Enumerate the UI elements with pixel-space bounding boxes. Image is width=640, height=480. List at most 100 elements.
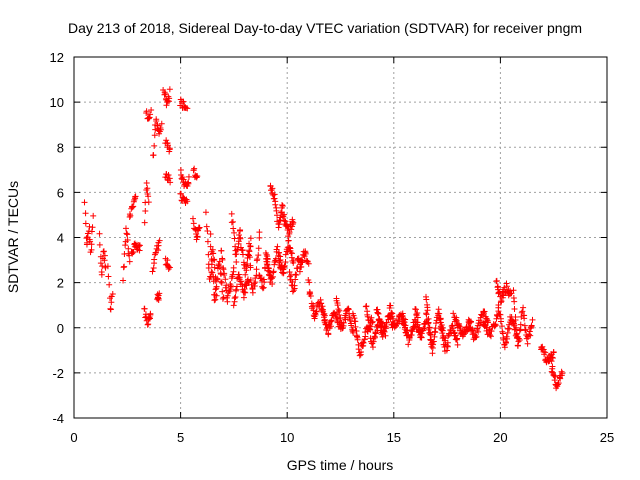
data-point [453, 317, 460, 324]
data-point [207, 243, 214, 250]
data-point [164, 257, 171, 264]
data-point [369, 319, 376, 326]
data-point [365, 317, 372, 324]
data-point [476, 322, 483, 329]
data-point [204, 238, 211, 245]
data-point [230, 264, 237, 271]
data-point [470, 330, 477, 337]
data-point [153, 116, 160, 123]
data-point [216, 263, 223, 270]
data-point [90, 212, 97, 219]
data-point [362, 333, 369, 340]
data-point [228, 219, 235, 226]
data-point [429, 344, 436, 351]
data-point [554, 381, 561, 388]
data-point [247, 276, 254, 283]
data-point [264, 261, 271, 268]
data-point [320, 311, 327, 318]
data-point [467, 319, 474, 326]
data-point [184, 105, 191, 112]
data-point [213, 283, 220, 290]
data-point [165, 171, 172, 178]
data-point [361, 336, 368, 343]
data-point [279, 202, 286, 209]
data-point [240, 294, 247, 301]
data-point [498, 323, 505, 330]
data-point [196, 224, 203, 231]
data-point [274, 212, 281, 219]
data-point [462, 328, 469, 335]
data-point [276, 259, 283, 266]
data-points [81, 86, 566, 392]
data-point [352, 318, 359, 325]
data-point [190, 220, 197, 227]
data-point [211, 297, 218, 304]
data-point [367, 326, 374, 333]
data-point [151, 256, 158, 263]
data-point [445, 333, 452, 340]
data-point [129, 204, 136, 211]
data-point [241, 285, 248, 292]
data-point [498, 298, 505, 305]
data-point [328, 318, 335, 325]
data-point [83, 235, 90, 242]
data-point [454, 341, 461, 348]
data-point [105, 273, 112, 280]
data-point [88, 241, 95, 248]
data-point [207, 231, 214, 238]
data-point [318, 300, 325, 307]
data-point [98, 269, 105, 276]
data-point [96, 241, 103, 248]
data-point [156, 237, 163, 244]
data-point [409, 328, 416, 335]
data-point [414, 310, 421, 317]
data-point [517, 321, 524, 328]
data-point [269, 280, 276, 287]
data-point [282, 218, 289, 225]
data-point [281, 262, 288, 269]
data-point [218, 279, 225, 286]
data-point [251, 282, 258, 289]
data-point [430, 338, 437, 345]
y-tick-label: 12 [50, 50, 64, 65]
data-point [194, 173, 201, 180]
data-point [270, 191, 277, 198]
data-point [259, 285, 266, 292]
data-point [348, 322, 355, 329]
data-point [408, 331, 415, 338]
data-point [522, 326, 529, 333]
data-point [288, 249, 295, 256]
data-point [311, 315, 318, 322]
data-point [244, 260, 251, 267]
data-point [224, 298, 231, 305]
data-point [189, 215, 196, 222]
data-point [123, 230, 130, 237]
data-point [285, 225, 292, 232]
data-point [230, 302, 237, 309]
y-tick-label: -2 [52, 366, 64, 381]
data-point [242, 271, 249, 278]
data-point [156, 290, 163, 297]
data-point [255, 252, 262, 259]
data-point [124, 237, 131, 244]
data-point [104, 263, 111, 270]
data-point [233, 286, 240, 293]
data-point [364, 308, 371, 315]
data-point [375, 310, 382, 317]
data-point [423, 296, 430, 303]
data-point [277, 257, 284, 264]
data-point [253, 266, 260, 273]
data-point [559, 370, 566, 377]
data-point [273, 207, 280, 214]
data-point [96, 230, 103, 237]
data-point [405, 341, 412, 348]
data-point [512, 326, 519, 333]
data-point [277, 209, 284, 216]
y-axis-ticks: -4 -2 0 2 4 6 8 10 12 [50, 50, 607, 426]
data-point [369, 344, 376, 351]
data-point [124, 231, 131, 238]
data-point [450, 310, 457, 317]
x-tick-label: 25 [600, 430, 614, 445]
data-point [402, 316, 409, 323]
data-point [155, 297, 162, 304]
